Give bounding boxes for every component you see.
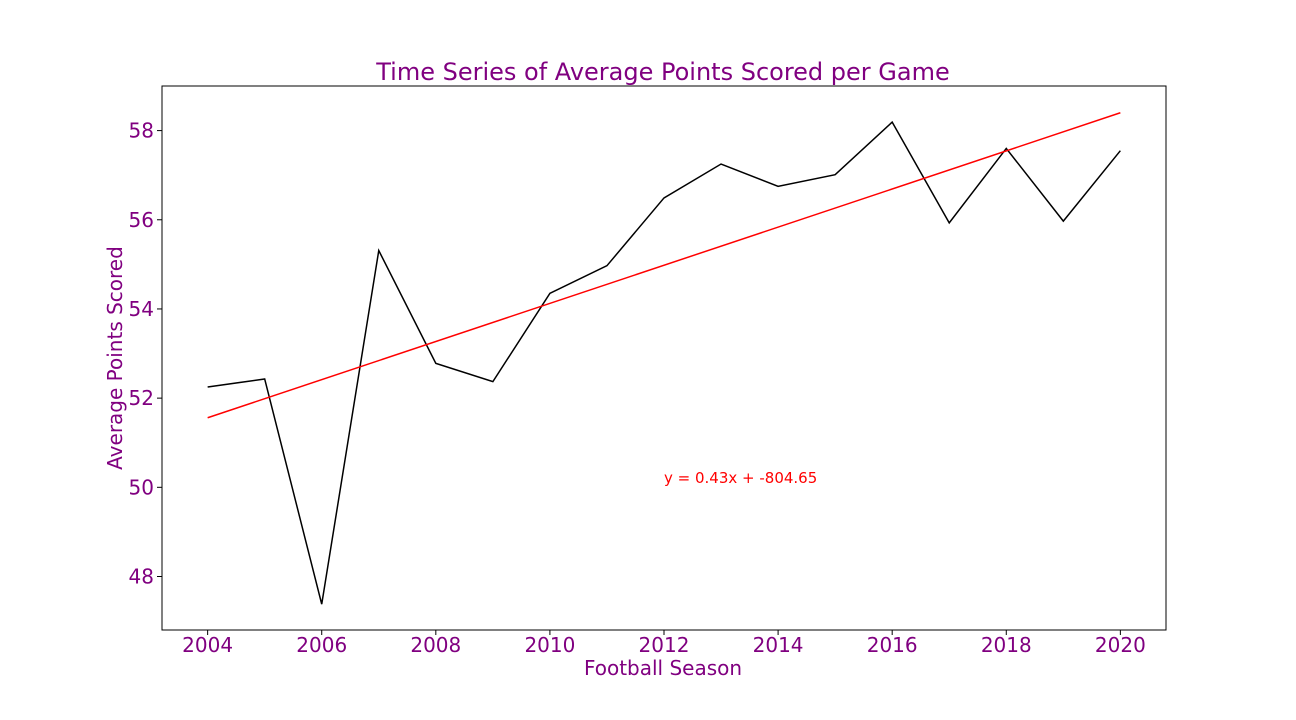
plot-frame bbox=[161, 85, 1167, 631]
x-tick-label: 2004 bbox=[182, 633, 233, 657]
y-axis-ticks: 48 50 52 54 56 58 bbox=[129, 119, 162, 588]
x-tick-label: 2006 bbox=[296, 633, 347, 657]
x-axis-label: Football Season bbox=[584, 656, 742, 680]
y-tick-label: 50 bbox=[129, 475, 154, 499]
x-tick-label: 2010 bbox=[524, 633, 575, 657]
x-tick-label: 2014 bbox=[753, 633, 804, 657]
y-tick-label: 52 bbox=[129, 386, 154, 410]
trendline-equation-annotation: y = 0.43x + -804.65 bbox=[664, 469, 817, 487]
plot-area bbox=[161, 85, 1167, 631]
x-tick-label: 2018 bbox=[981, 633, 1032, 657]
y-tick-label: 56 bbox=[129, 208, 154, 232]
x-tick-label: 2012 bbox=[639, 633, 690, 657]
y-axis-label: Average Points Scored bbox=[103, 246, 127, 470]
chart-title: Time Series of Average Points Scored per… bbox=[375, 58, 950, 86]
y-tick-label: 54 bbox=[129, 297, 154, 321]
x-tick-label: 2016 bbox=[867, 633, 918, 657]
y-tick-label: 58 bbox=[129, 119, 154, 143]
series-line-average-points bbox=[207, 120, 1121, 605]
x-axis-ticks: 2004 2006 2008 2010 2012 2014 2016 2018 2020 bbox=[182, 630, 1146, 657]
x-tick-label: 2008 bbox=[410, 633, 461, 657]
y-tick-label: 48 bbox=[129, 564, 154, 588]
series-line-trendline bbox=[207, 112, 1121, 419]
x-tick-label: 2020 bbox=[1095, 633, 1146, 657]
